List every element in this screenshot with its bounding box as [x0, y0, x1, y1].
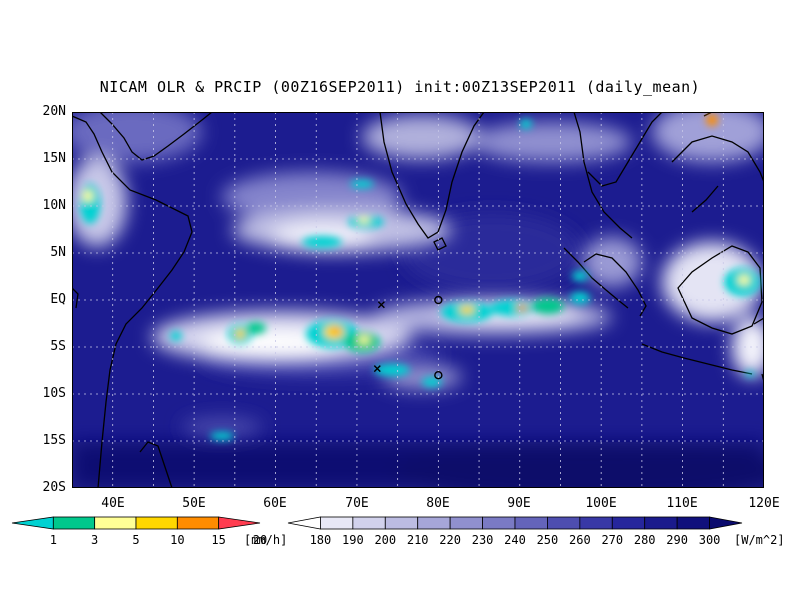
lat-label-5n: 5N [50, 245, 66, 260]
olr-tick-label: 180 [309, 533, 332, 547]
olr-swatch [352, 516, 386, 530]
olr-swatch [611, 516, 646, 530]
olr-tick-label: 280 [633, 533, 656, 547]
coastlines [72, 112, 764, 488]
map-title: NICAM OLR & PRCIP (00Z16SEP2011) init:00… [99, 78, 701, 96]
precip-tick-label: 1 [49, 533, 57, 547]
olr-swatch [579, 516, 613, 530]
precip-swatch [94, 516, 137, 530]
lon-label-100e: 100E [585, 496, 617, 511]
olr-colorbar [287, 516, 743, 530]
olr-swatch [644, 516, 678, 530]
olr-swatch [449, 516, 483, 530]
colorbars [11, 516, 743, 530]
olr-precip-map [72, 112, 764, 488]
precip-swatch [52, 516, 96, 530]
precip-patches [80, 114, 760, 440]
lon-label-70e: 70E [345, 496, 369, 511]
precip-swatch [218, 516, 261, 530]
olr-swatch [547, 516, 581, 530]
olr-swatch [482, 516, 516, 530]
olr-tick-label: 200 [374, 533, 397, 547]
precip-tick-label: 10 [170, 533, 185, 547]
graticule [72, 112, 764, 488]
precip-unit: [mm/h] [244, 533, 288, 547]
map-frame [72, 112, 764, 488]
lat-label-5s: 5S [50, 339, 66, 354]
lon-label-90e: 90E [507, 496, 531, 511]
lat-label-20n: 20N [42, 104, 66, 119]
lat-label-eq: EQ [50, 292, 66, 307]
olr-swatch [709, 516, 743, 530]
circle-marker [434, 371, 443, 380]
precip-swatch [176, 516, 220, 530]
map-plot-area [72, 112, 764, 488]
precip-tick-label: 20 [252, 533, 268, 547]
precip-tick-label: 3 [91, 533, 99, 547]
olr-swatch [514, 516, 548, 530]
olr-swatch [384, 516, 419, 530]
lat-label-15s: 15S [42, 433, 66, 448]
lon-label-120e: 120E [748, 496, 780, 511]
lat-label-10s: 10S [42, 386, 66, 401]
precip-colorbar [11, 516, 261, 530]
lon-label-40e: 40E [101, 496, 125, 511]
precip-swatch [135, 516, 178, 530]
lat-label-20s: 20S [42, 480, 66, 495]
lat-label-15n: 15N [42, 151, 66, 166]
x-marker [377, 301, 385, 309]
olr-swatch [287, 516, 321, 530]
olr-tick-label: 260 [569, 533, 591, 547]
olr-swatch [417, 516, 451, 530]
olr-tick-label: 190 [342, 533, 364, 547]
lon-label-80e: 80E [426, 496, 450, 511]
x-marker [373, 365, 381, 373]
lon-label-50e: 50E [182, 496, 206, 511]
olr-swatch [320, 516, 354, 530]
olr-tick-label: 250 [536, 533, 559, 547]
olr-tick-label: 270 [601, 533, 624, 547]
lon-label-110e: 110E [666, 496, 698, 511]
precip-tick-label: 15 [211, 533, 226, 547]
olr-tick-label: 210 [406, 533, 429, 547]
lon-label-60e: 60E [263, 496, 287, 511]
olr-swatch [676, 516, 710, 530]
olr-tick-label: 220 [439, 533, 461, 547]
storm-markers [373, 295, 443, 380]
precip-swatch [11, 516, 54, 530]
lat-label-10n: 10N [42, 198, 66, 213]
olr-unit: [W/m^2] [734, 533, 785, 547]
olr-tick-label: 290 [666, 533, 688, 547]
circle-marker [434, 295, 443, 305]
olr-tick-label: 230 [471, 533, 494, 547]
precip-tick-label: 5 [132, 533, 140, 547]
olr-tick-label: 240 [504, 533, 526, 547]
olr-tick-label: 300 [698, 533, 721, 547]
